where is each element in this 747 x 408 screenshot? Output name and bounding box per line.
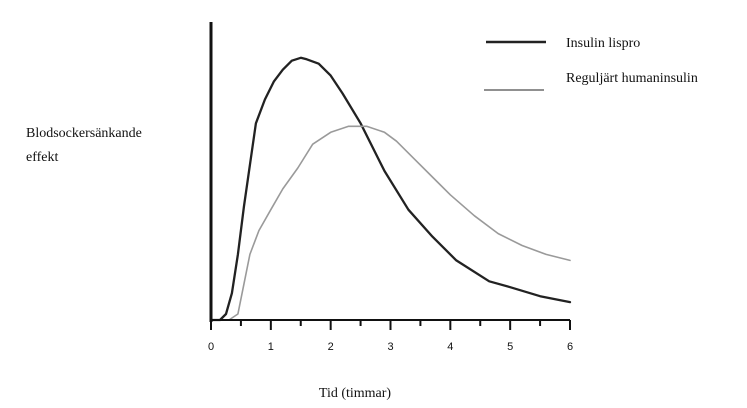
x-axis-label: Tid (timmar) (319, 386, 392, 401)
legend-label-insulin-lispro: Insulin lispro (566, 36, 640, 51)
x-tick-label-4: 4 (447, 341, 453, 353)
y-axis-label-line-2: effekt (26, 150, 58, 165)
legend-label-reguljart-humaninsulin: Reguljärt humaninsulin (566, 71, 698, 86)
x-tick-label-2: 2 (328, 341, 334, 353)
x-tick-label-0: 0 (208, 341, 214, 353)
series-line-reguljart-humaninsulin (210, 125, 571, 321)
x-tick-label-6: 6 (567, 341, 573, 353)
chart-marks: 0 1 2 3 4 5 6 (208, 56, 573, 353)
x-tick-label-1: 1 (268, 341, 274, 353)
x-tick-label-3: 3 (387, 341, 393, 353)
series-line-insulin-lispro (209, 56, 572, 322)
x-tick-label-5: 5 (507, 341, 513, 353)
y-axis-label-line-1: Blodsockersänkande (26, 126, 142, 141)
